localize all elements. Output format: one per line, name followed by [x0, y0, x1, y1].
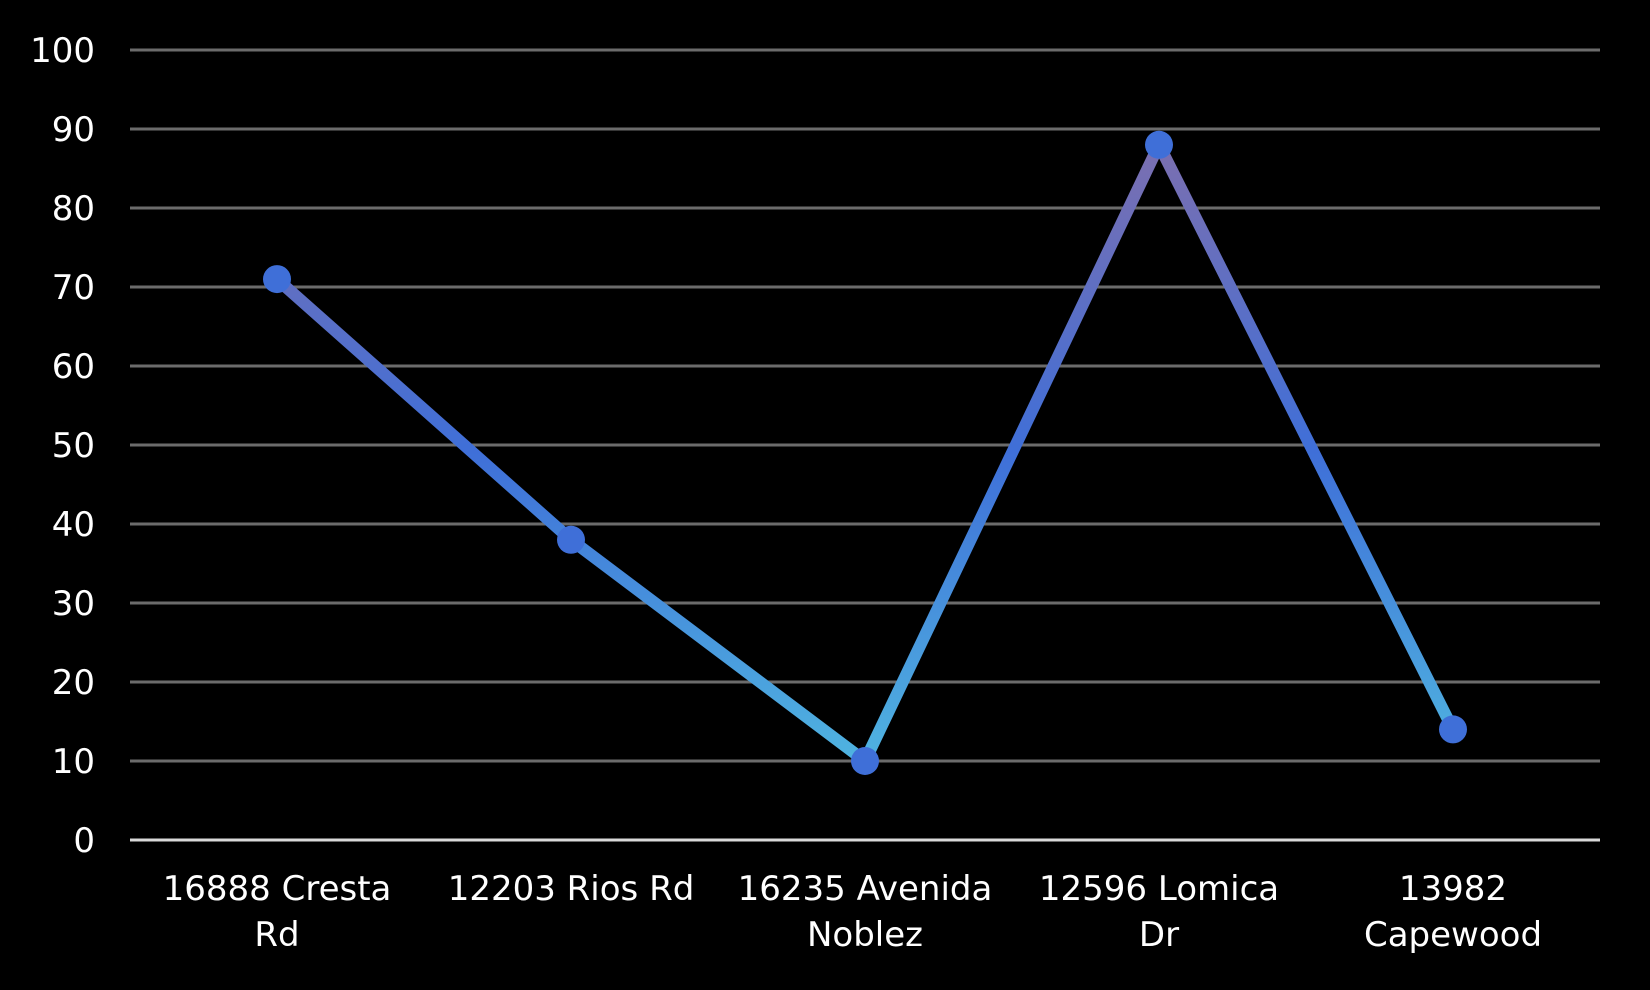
data-point-2: [851, 747, 879, 775]
x-category-label-line: Rd: [254, 915, 299, 955]
y-tick-label-30: 30: [52, 584, 95, 624]
y-axis-ticks: 0 10 20 30 40 50 60 70 80 90 100: [30, 31, 95, 861]
y-tick-label-80: 80: [52, 189, 95, 229]
y-tick-label-0: 0: [73, 821, 95, 861]
series-line-0: [271, 131, 1459, 771]
y-tick-label-70: 70: [52, 268, 95, 308]
series-markers: [263, 130, 1467, 775]
x-category-label-line: 16235 Avenida: [738, 869, 993, 909]
x-category-label-3: 12596 Lomica Dr: [1039, 869, 1279, 955]
series-line-group: [271, 131, 1459, 771]
y-tick-label-40: 40: [52, 505, 95, 545]
x-category-label-line: Capewood: [1364, 915, 1542, 955]
x-category-label-2: 16235 Avenida Noblez: [738, 869, 993, 955]
x-axis-category-labels: 16888 Cresta Rd 12203 Rios Rd 16235 Avenida…: [163, 869, 1542, 955]
x-category-label-line: 13982: [1399, 869, 1507, 909]
x-category-label-4: 13982 Capewood: [1364, 869, 1542, 955]
data-point-3: [1145, 130, 1173, 159]
x-category-label-line: Dr: [1139, 915, 1179, 955]
data-point-0: [263, 265, 291, 294]
y-tick-label-50: 50: [52, 426, 95, 466]
y-tick-label-20: 20: [52, 663, 95, 703]
y-tick-label-100: 100: [30, 31, 95, 71]
y-tick-label-10: 10: [52, 742, 95, 782]
data-point-4: [1439, 715, 1467, 744]
y-tick-label-60: 60: [52, 347, 95, 387]
x-category-label-0: 16888 Cresta Rd: [163, 869, 392, 955]
y-tick-label-90: 90: [52, 110, 95, 150]
x-category-label-line: 16888 Cresta: [163, 869, 392, 909]
x-category-label-line: 12596 Lomica: [1039, 869, 1279, 909]
x-category-label-1: 12203 Rios Rd: [448, 869, 695, 909]
x-category-label-line: 12203 Rios Rd: [448, 869, 695, 909]
data-point-1: [557, 525, 585, 554]
x-category-label-line: Noblez: [807, 915, 923, 955]
gridlines: [130, 48, 1600, 842]
